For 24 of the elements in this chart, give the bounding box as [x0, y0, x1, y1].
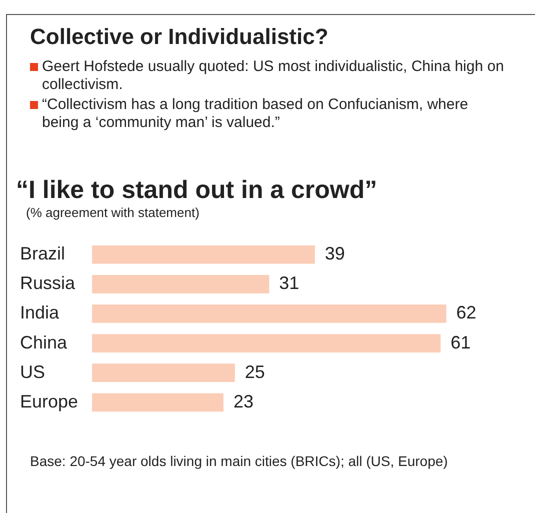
bar — [92, 245, 315, 264]
bar — [92, 334, 441, 352]
bar — [92, 274, 270, 294]
y-tick-label: US — [20, 362, 46, 382]
y-tick-label: Europe — [20, 391, 78, 412]
bar — [92, 304, 446, 323]
chart-subtitle: “I like to stand out in a crowd” — [16, 176, 378, 205]
chart-title: Collective or Individualistic? — [30, 24, 328, 50]
y-tick-label: Brazil — [20, 244, 66, 264]
bar — [92, 364, 235, 382]
y-tick-label: China — [20, 332, 68, 352]
text: “Collectivism has a long tradition based on Confucianism, where being a ‘community man’ is valued.” — [41, 96, 470, 132]
text: Base: 20-54 year olds living in main cities (BRICs); all (US, Europe) — [30, 452, 449, 471]
data-label: 39 — [324, 244, 345, 264]
data-label: 25 — [244, 362, 265, 382]
text: Geert Hofstede usually quoted: US most individualistic, China high on collectivism. — [41, 58, 505, 94]
x-axis-title: (% agreement with statement) — [26, 205, 200, 220]
bar — [92, 393, 224, 412]
y-tick-label: India — [20, 302, 60, 323]
data-label: 31 — [279, 273, 300, 294]
data-label: 23 — [233, 391, 254, 412]
data-label: 62 — [456, 302, 476, 323]
y-tick-label: Russia — [20, 273, 76, 294]
data-label: 61 — [450, 332, 471, 352]
